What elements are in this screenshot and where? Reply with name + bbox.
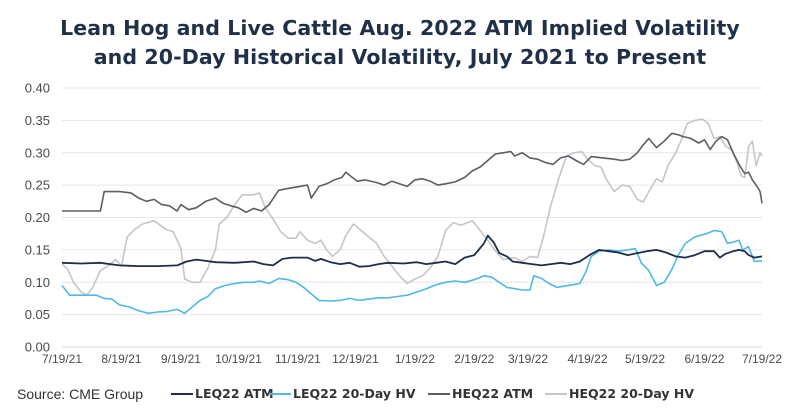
series-line-leq22-20-day-hv: [61, 229, 763, 315]
y-tick-label: 0.20: [25, 210, 50, 225]
x-tick-label: 11/19/21: [275, 352, 321, 366]
series-line-heq22-20-day-hv: [61, 118, 763, 297]
x-tick-label: 5/19/22: [625, 352, 665, 366]
y-tick-label: 0.05: [25, 307, 50, 322]
x-tick-label: 1/19/22: [395, 352, 435, 366]
x-tick-label: 3/19/22: [508, 352, 548, 366]
y-tick-label: 0.25: [25, 178, 50, 193]
source-label: Source: CME Group: [17, 386, 144, 402]
x-tick-label: 4/19/22: [567, 352, 607, 366]
legend-item-heq22-atm[interactable]: HEQ22 ATM: [428, 386, 533, 401]
x-tick-label: 7/19/22: [742, 352, 782, 366]
chart-title-line-1: Lean Hog and Live Cattle Aug. 2022 ATM I…: [60, 16, 740, 40]
legend-swatch-leq22-atm: [171, 392, 193, 395]
legend: Source: CME Group LEQ22 ATM LEQ22 20-Day…: [0, 386, 800, 406]
legend-item-leq22-hv[interactable]: LEQ22 20-Day HV: [269, 386, 416, 401]
series-line-heq22-atm: [62, 132, 763, 214]
legend-item-heq22-hv[interactable]: HEQ22 20-Day HV: [545, 386, 694, 401]
y-tick-label: 0.35: [25, 113, 50, 128]
legend-swatch-leq22-hv: [269, 392, 291, 395]
y-tick-label: 0.10: [25, 275, 50, 290]
x-tick-label: 9/19/21: [161, 352, 201, 366]
x-tick-label: 10/19/21: [215, 352, 262, 366]
y-tick-label: 0.15: [25, 242, 50, 257]
y-tick-label: 0.40: [25, 81, 50, 96]
x-tick-label: 7/19/21: [42, 352, 82, 366]
x-axis-ticks: 7/19/21 8/19/21 9/19/21 10/19/21 11/19/21 12/…: [42, 352, 782, 366]
legend-swatch-heq22-hv: [545, 392, 567, 395]
legend-label: LEQ22 ATM: [195, 386, 274, 401]
y-axis-ticks: 0.00 0.05 0.10 0.15 0.20 0.25 0.30 0.35 0.40: [25, 81, 50, 355]
series-lines: [61, 118, 763, 315]
x-tick-label: 2/19/22: [454, 352, 494, 366]
legend-item-leq22-atm[interactable]: LEQ22 ATM: [171, 386, 274, 401]
chart-title: Lean Hog and Live Cattle Aug. 2022 ATM I…: [0, 14, 800, 72]
legend-swatch-heq22-atm: [428, 392, 450, 395]
chart-title-line-2: and 20-Day Historical Volatility, July 2…: [93, 45, 707, 69]
y-tick-label: 0.00: [25, 340, 50, 355]
gridlines: [62, 87, 762, 348]
legend-label: LEQ22 20-Day HV: [293, 386, 416, 401]
x-tick-label: 8/19/21: [101, 352, 141, 366]
x-tick-label: 6/19/22: [684, 352, 724, 366]
legend-label: HEQ22 ATM: [452, 386, 534, 401]
legend-label: HEQ22 20-Day HV: [569, 386, 695, 401]
x-tick-label: 12/19/21: [332, 352, 379, 366]
series-line-leq22-atm: [61, 234, 763, 268]
y-tick-label: 0.30: [25, 145, 50, 160]
